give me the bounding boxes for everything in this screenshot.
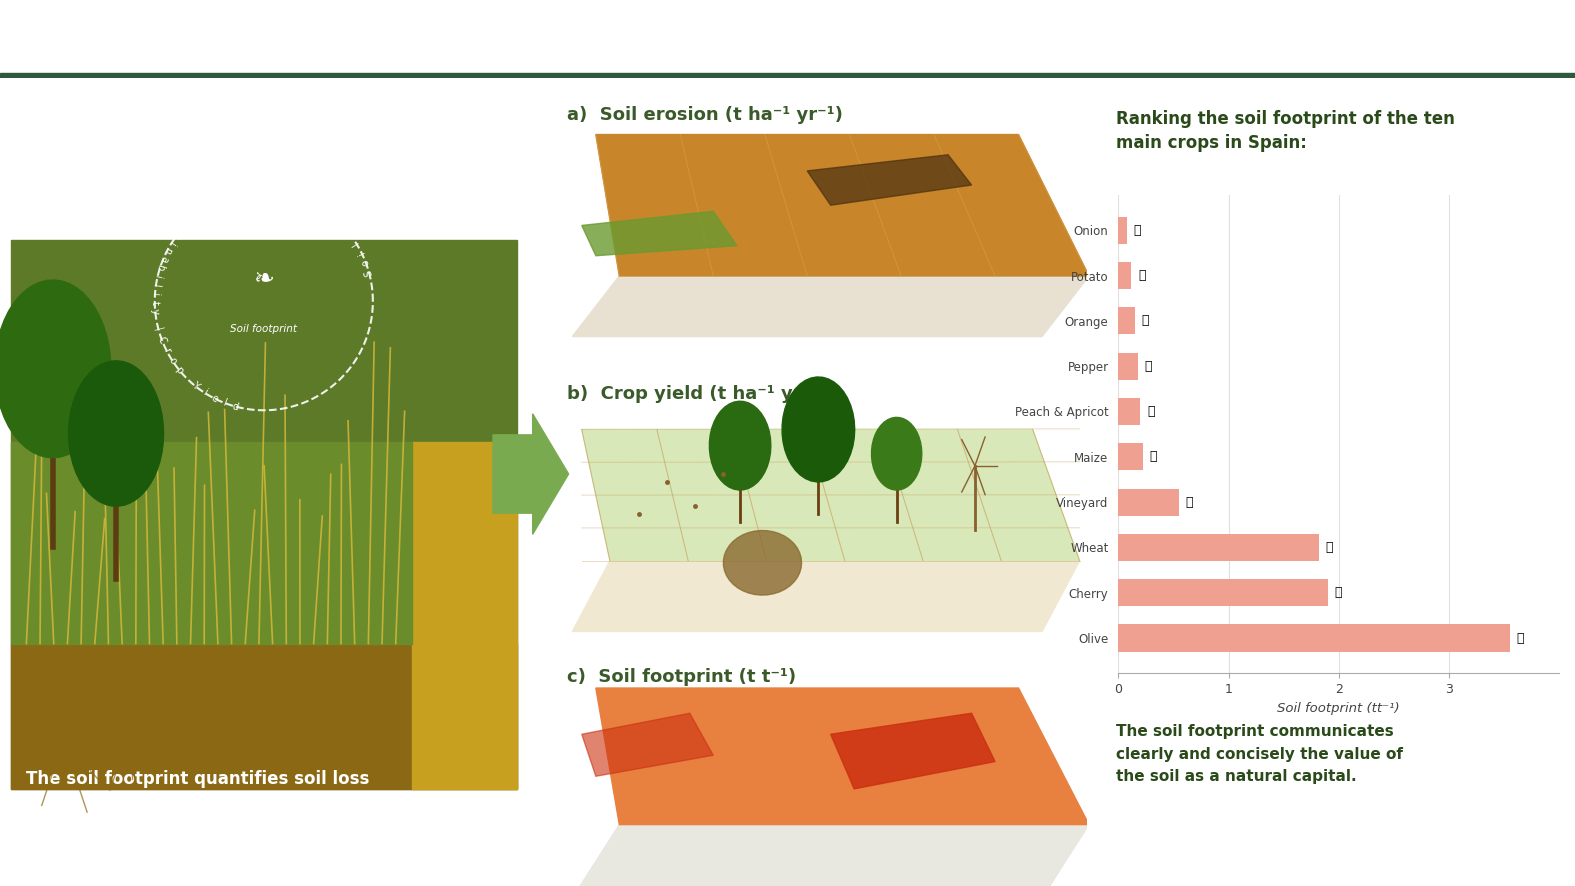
Text: l: l — [222, 398, 228, 408]
Polygon shape — [830, 713, 995, 789]
Polygon shape — [595, 688, 1088, 825]
Text: o: o — [361, 258, 372, 268]
Text: 🍇: 🍇 — [1186, 495, 1192, 509]
Text: 🌾: 🌾 — [1326, 541, 1332, 554]
Text: S: S — [364, 268, 375, 277]
Polygon shape — [411, 441, 517, 789]
Bar — [1118, 398, 1140, 425]
Polygon shape — [581, 211, 737, 256]
Text: Y: Y — [189, 380, 200, 392]
Text: 🌶: 🌶 — [1145, 360, 1153, 373]
Text: b)  Crop yield (t ha⁻¹ yr⁻¹): b) Crop yield (t ha⁻¹ yr⁻¹) — [567, 385, 827, 403]
Text: Ranking the soil footprint of the ten
main crops in Spain:: Ranking the soil footprint of the ten ma… — [1117, 110, 1455, 152]
Bar — [1118, 307, 1134, 334]
Text: Soil footprint: Soil footprint — [230, 323, 298, 333]
Bar — [1118, 625, 1509, 651]
Polygon shape — [572, 276, 1088, 337]
Bar — [1118, 579, 1328, 606]
Text: S: S — [241, 189, 249, 199]
Text: 🫒: 🫒 — [1517, 632, 1523, 644]
Polygon shape — [69, 361, 164, 506]
Text: i: i — [150, 291, 161, 295]
Text: |: | — [153, 327, 164, 332]
Text: o: o — [233, 190, 241, 201]
Text: o: o — [167, 355, 178, 366]
Text: s: s — [184, 216, 195, 227]
Bar — [1118, 533, 1318, 561]
Text: Soil footprint: a simple indicator to communicate and quantify soil security: Soil footprint: a simple indicator to co… — [20, 27, 1142, 53]
X-axis label: Soil footprint (tt⁻¹): Soil footprint (tt⁻¹) — [1277, 702, 1400, 715]
Text: y: y — [150, 308, 161, 315]
Bar — [1118, 217, 1128, 244]
Text: i: i — [167, 238, 176, 246]
Text: s: s — [337, 221, 348, 231]
Text: |: | — [252, 187, 257, 198]
Text: C: C — [156, 336, 169, 346]
Text: u: u — [312, 200, 323, 212]
Text: y: y — [272, 188, 279, 198]
Text: l: l — [216, 197, 222, 206]
Text: e: e — [209, 392, 219, 404]
Text: The soil footprint communicates
clearly and concisely the value of
the soil as a: The soil footprint communicates clearly … — [1117, 725, 1403, 784]
Text: c: c — [321, 206, 331, 218]
Text: e: e — [329, 213, 340, 224]
Polygon shape — [783, 377, 855, 482]
Text: l: l — [151, 283, 161, 287]
Text: ❧: ❧ — [254, 268, 274, 291]
Polygon shape — [581, 430, 1079, 561]
Bar — [1118, 488, 1178, 516]
Text: 🍊: 🍊 — [1142, 315, 1148, 327]
Text: 🌽: 🌽 — [1150, 450, 1156, 463]
Polygon shape — [806, 155, 972, 206]
Polygon shape — [11, 441, 411, 643]
FancyArrow shape — [493, 414, 569, 534]
Polygon shape — [723, 531, 802, 595]
Polygon shape — [0, 280, 110, 458]
Polygon shape — [572, 825, 1088, 886]
Text: l: l — [351, 239, 361, 247]
Text: Creating a new soil security indicator: Creating a new soil security indicator — [27, 119, 405, 136]
Text: r: r — [161, 346, 172, 354]
Text: i: i — [225, 193, 232, 204]
Bar — [1118, 443, 1142, 470]
Bar — [1118, 353, 1139, 380]
Text: i: i — [295, 192, 301, 203]
Text: s: s — [198, 205, 208, 216]
Text: d: d — [232, 401, 239, 412]
Bar — [11, 239, 517, 789]
Text: t: t — [178, 223, 187, 233]
Text: n: n — [162, 245, 173, 255]
Text: r: r — [304, 196, 312, 206]
Text: 🧅: 🧅 — [1134, 224, 1142, 237]
Bar — [0, 73, 1575, 78]
Text: a: a — [172, 229, 183, 240]
Polygon shape — [581, 713, 713, 776]
Polygon shape — [709, 401, 770, 490]
Polygon shape — [595, 135, 1088, 276]
Text: u: u — [191, 210, 202, 222]
Text: i: i — [200, 388, 208, 398]
Text: c)  Soil footprint (t t⁻¹): c) Soil footprint (t t⁻¹) — [567, 668, 795, 686]
Text: a: a — [158, 253, 169, 263]
Bar — [1118, 262, 1131, 289]
Text: i: i — [356, 249, 367, 256]
Text: b: b — [154, 262, 165, 271]
Text: a)  Soil erosion (t ha⁻¹ yr⁻¹): a) Soil erosion (t ha⁻¹ yr⁻¹) — [567, 106, 843, 124]
Text: 🍒: 🍒 — [1334, 587, 1342, 599]
Text: The soil footprint quantifies soil loss
per unit of crop produced: The soil footprint quantifies soil loss … — [27, 770, 370, 813]
Text: p: p — [173, 364, 184, 376]
Text: t: t — [150, 300, 159, 305]
Text: t: t — [284, 190, 290, 200]
Text: i: i — [153, 273, 162, 278]
Polygon shape — [871, 417, 921, 490]
Polygon shape — [572, 561, 1079, 632]
Text: 🍑: 🍑 — [1147, 405, 1154, 418]
Bar — [11, 643, 517, 789]
Text: 🥔: 🥔 — [1139, 269, 1145, 282]
